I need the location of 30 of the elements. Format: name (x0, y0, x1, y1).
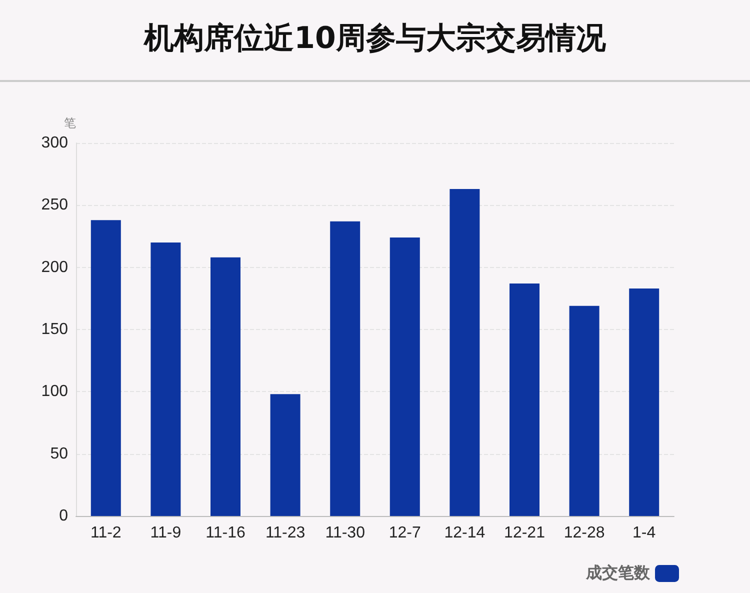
x-tick-label: 12-21 (504, 524, 546, 542)
x-tick-label: 11-23 (265, 524, 306, 542)
y-tick-label: 150 (41, 321, 68, 338)
y-tick-label: 50 (50, 445, 68, 462)
bar (390, 237, 420, 516)
bar (510, 283, 540, 516)
y-tick-label: 0 (59, 508, 68, 524)
x-tick-label: 12-14 (444, 524, 486, 542)
x-tick-label: 11-16 (206, 524, 246, 542)
y-tick-label: 200 (41, 258, 68, 276)
legend-label: 成交笔数 (585, 563, 651, 582)
chart-title: 机构席位近10周参与大宗交易情况 (0, 0, 750, 82)
y-tick-label: 300 (41, 134, 68, 152)
bar (330, 221, 360, 516)
bar (629, 288, 660, 516)
x-tick-label: 11-30 (325, 524, 366, 542)
x-tick-label: 11-9 (150, 524, 182, 542)
x-tick-label: 12-7 (388, 524, 422, 542)
y-tick-label: 250 (41, 196, 68, 214)
bar (270, 394, 300, 516)
bar (150, 242, 181, 516)
bar (450, 189, 480, 516)
x-tick-label: 12-28 (564, 524, 605, 542)
y-tick-label: 100 (41, 383, 68, 400)
bar (210, 257, 240, 516)
bar (90, 220, 121, 516)
x-tick-label: 1-4 (632, 524, 656, 542)
bar (569, 306, 600, 516)
x-tick-label: 11-2 (90, 524, 122, 542)
y-axis-title: 笔 (64, 116, 76, 130)
